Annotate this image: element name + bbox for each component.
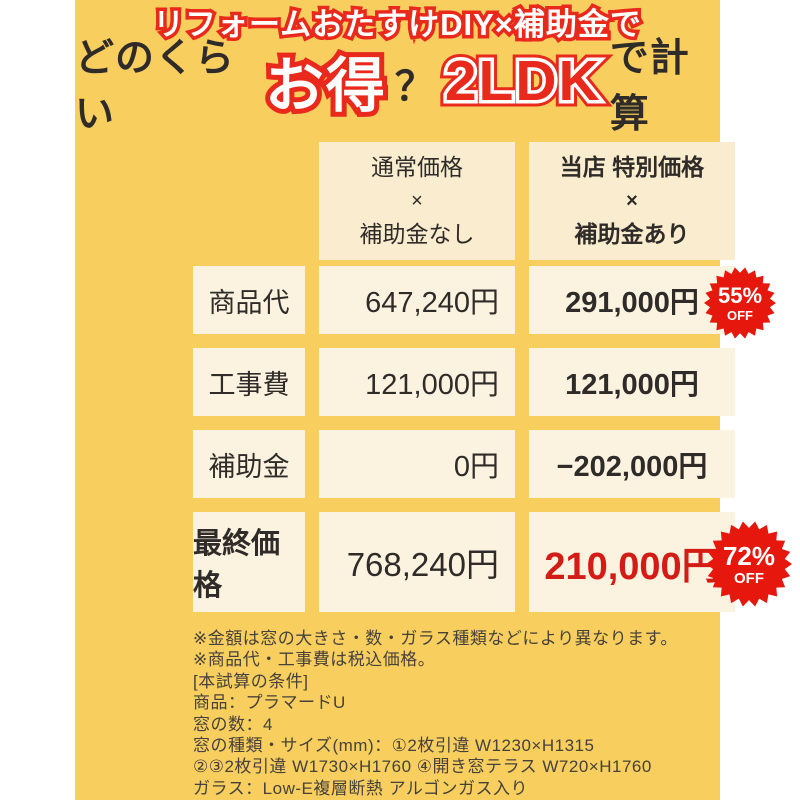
discount-off-label: OFF xyxy=(727,307,753,323)
yellow-background: リフォームおたすけDIY×補助金で リフォームおたすけDIY×補助金で どのくら… xyxy=(75,0,792,800)
product-cost-special-price: 291,000円 xyxy=(529,266,735,334)
discount-percent: 72% xyxy=(722,540,776,571)
starburst-icon xyxy=(706,521,792,607)
note-line: ガラス：Low-E複層断熱 アルゴンガス入り xyxy=(193,778,529,798)
row-label-final-price: 最終価格 xyxy=(193,512,305,612)
note-line: ②③2枚引違 W1730×H1760 ④開き窓テラス W720×H1760 xyxy=(193,757,652,777)
note-line: [本試算の条件] xyxy=(193,671,309,691)
final-price-normal: 768,240円 xyxy=(319,512,515,612)
title-line-1-text: リフォームおたすけDIY×補助金で xyxy=(153,7,642,42)
discount-badge-72: 72% OFF xyxy=(706,521,792,607)
multiply-sign: × xyxy=(626,189,638,212)
note-line: 窓の種類・サイズ(mm)：①2枚引違 W1230×H1315 xyxy=(193,736,595,756)
row-label-construction-fee: 工事費 xyxy=(193,348,305,416)
plan-size-highlight: 2LDK 2LDK 2LDK xyxy=(438,43,606,120)
column-header-special: 当店 特別価格 × 補助金あり xyxy=(529,142,735,260)
header-spacer xyxy=(193,142,305,260)
discount-percent: 55% xyxy=(717,282,763,308)
title-line-2: どのくらい お得 お得 ？ 2LDK 2LDK 2LDK で計算 xyxy=(75,37,720,136)
final-price-special: 210,000円 xyxy=(529,512,735,612)
subsidy-special-price: −202,000円 xyxy=(529,430,735,498)
construction-fee-normal-price: 121,000円 xyxy=(319,348,515,416)
title-line-1: リフォームおたすけDIY×補助金で リフォームおたすけDIY×補助金で xyxy=(75,4,720,46)
table-header-row: 通常価格 × 補助金なし 当店 特別価格 × 補助金あり xyxy=(193,142,739,260)
construction-fee-special-price: 121,000円 xyxy=(529,348,735,416)
price-comparison-table: 通常価格 × 補助金なし 当店 特別価格 × 補助金あり 商品代 647,240… xyxy=(193,142,739,612)
note-line: ※商品代・工事費は税込価格。 xyxy=(193,650,436,670)
discount-off-label: OFF xyxy=(734,569,764,587)
note-line: 窓の数：4 xyxy=(193,714,273,734)
title-prefix: どのくらい xyxy=(75,37,236,136)
column-header-normal: 通常価格 × 補助金なし xyxy=(319,142,515,260)
multiply-sign: × xyxy=(411,189,423,212)
row-label-product-cost: 商品代 xyxy=(193,266,305,334)
title-suffix: で計算 xyxy=(609,37,690,136)
otoku-highlight: お得 お得 xyxy=(260,48,390,124)
subsidy-normal-price: 0円 xyxy=(319,430,515,498)
row-label-subsidy: 補助金 xyxy=(193,430,305,498)
title-line-1-stroke: リフォームおたすけDIY×補助金で xyxy=(150,4,645,46)
starburst-icon xyxy=(704,267,776,339)
product-cost-normal-price: 647,240円 xyxy=(319,266,515,334)
note-line: 商品：プラマードU xyxy=(193,693,346,713)
discount-badge-55: 55% OFF xyxy=(704,267,776,339)
disclaimer-notes: ※金額は窓の大きさ・数・ガラス種類などにより異なります。 ※商品代・工事費は税込… xyxy=(193,628,753,799)
table-body: 商品代 647,240円 291,000円 工事費 121,000円 121,0… xyxy=(193,266,739,612)
question-mark: ？ xyxy=(394,65,435,109)
note-line: ※金額は窓の大きさ・数・ガラス種類などにより異なります。 xyxy=(193,629,678,648)
